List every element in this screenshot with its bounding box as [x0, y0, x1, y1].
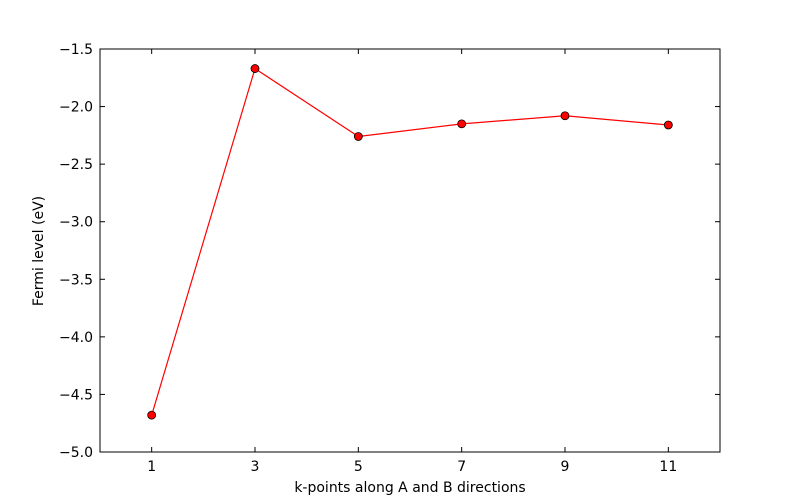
data-point: [250, 64, 260, 73]
y-tick-label: −4.0: [59, 330, 93, 346]
ticks: 1 3 5 7 9 11 −5.0 −4.5 −4.0 −3.5 −3.0 −2.5 −2.0 −1.5: [59, 42, 720, 475]
x-tick-label: 3: [251, 459, 260, 475]
plot-frame: [99, 48, 721, 453]
x-tick-label: 7: [457, 459, 466, 475]
data-point: [353, 132, 363, 141]
plot-area: [100, 49, 720, 452]
y-tick-label: −2.0: [59, 100, 93, 116]
data-point: [457, 119, 467, 129]
x-axis-label: k-points along A and B directions: [294, 480, 525, 496]
series-line: [151, 67, 669, 416]
data-point: [147, 410, 157, 420]
y-tick-label: −3.5: [59, 272, 93, 288]
y-axis-label: Fermi level (eV): [31, 196, 47, 306]
x-tick-label: 1: [147, 459, 156, 475]
data-point: [663, 120, 673, 130]
data-point: [560, 111, 570, 121]
y-tick-label: −4.5: [59, 387, 93, 403]
y-tick-label: −5.0: [59, 445, 93, 461]
x-tick-label: 5: [354, 459, 363, 475]
series-group: [147, 64, 673, 420]
y-tick-label: −2.5: [59, 157, 93, 173]
x-tick-label: 11: [659, 459, 677, 475]
x-tick-label: 9: [561, 459, 570, 475]
y-tick-label: −3.0: [59, 215, 93, 231]
y-tick-label: −1.5: [59, 42, 93, 58]
